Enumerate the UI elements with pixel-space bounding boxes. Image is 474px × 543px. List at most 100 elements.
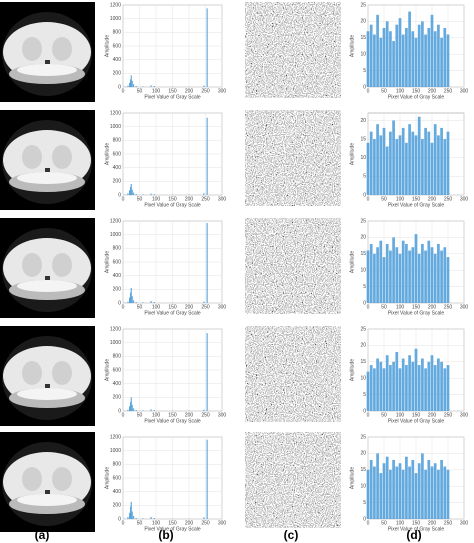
x-tick-label: 0 bbox=[122, 304, 125, 310]
bar bbox=[401, 469, 405, 519]
x-tick-label: 150 bbox=[168, 520, 177, 526]
x-tick-label: 150 bbox=[168, 196, 177, 202]
bar bbox=[392, 41, 395, 87]
panel-label: (c) bbox=[284, 528, 299, 542]
bar bbox=[203, 85, 205, 87]
x-axis-label: Pixel Value of Gray Scale bbox=[388, 94, 445, 100]
bar bbox=[131, 296, 133, 303]
bar bbox=[373, 139, 376, 195]
x-tick-label: 300 bbox=[460, 304, 469, 310]
bar bbox=[417, 463, 421, 519]
x-tick-label: 200 bbox=[185, 88, 194, 94]
bar bbox=[153, 85, 155, 87]
y-tick-label: 0 bbox=[118, 192, 121, 198]
x-axis-label: Pixel Value of Gray Scale bbox=[388, 202, 445, 208]
y-tick-label: 200 bbox=[113, 287, 122, 293]
bar bbox=[430, 247, 434, 303]
x-tick-label: 200 bbox=[428, 304, 437, 310]
bar bbox=[440, 459, 443, 519]
bar bbox=[401, 358, 405, 411]
x-tick-label: 100 bbox=[152, 88, 161, 94]
panel-label: (a) bbox=[35, 528, 50, 542]
bar bbox=[379, 135, 383, 195]
x-tick-label: 0 bbox=[367, 88, 370, 94]
y-tick-label: 400 bbox=[113, 381, 122, 387]
x-tick-label: 300 bbox=[460, 88, 469, 94]
bar bbox=[132, 408, 135, 411]
bar bbox=[408, 466, 411, 519]
bar bbox=[421, 453, 424, 519]
x-tick-label: 200 bbox=[185, 304, 194, 310]
x-tick-label: 50 bbox=[137, 412, 143, 418]
y-tick-label: 1200 bbox=[110, 326, 121, 332]
bar bbox=[414, 473, 418, 519]
bar bbox=[398, 463, 402, 519]
bar bbox=[427, 240, 431, 303]
bar bbox=[129, 512, 131, 519]
x-axis-label: Pixel Value of Gray Scale bbox=[144, 94, 201, 100]
x-tick-label: 100 bbox=[396, 520, 405, 526]
bar bbox=[373, 466, 376, 519]
bar bbox=[446, 257, 450, 303]
bar bbox=[385, 456, 389, 519]
bar bbox=[127, 193, 129, 195]
bar bbox=[203, 301, 205, 303]
bar bbox=[366, 469, 370, 519]
x-tick-label: 150 bbox=[412, 88, 421, 94]
bar bbox=[206, 117, 208, 195]
x-tick-label: 300 bbox=[218, 196, 227, 202]
x-tick-label: 200 bbox=[428, 520, 437, 526]
bar bbox=[430, 466, 434, 519]
y-tick-label: 10 bbox=[360, 268, 366, 274]
y-tick-label: 5 bbox=[363, 392, 366, 398]
x-axis-label: Pixel Value of Gray Scale bbox=[388, 310, 445, 316]
bar bbox=[203, 193, 205, 195]
y-tick-label: 20 bbox=[360, 451, 366, 457]
bar bbox=[401, 127, 405, 195]
y-tick-label: 5 bbox=[363, 284, 366, 290]
bar bbox=[373, 368, 376, 411]
y-tick-label: 600 bbox=[113, 259, 122, 265]
bar bbox=[135, 517, 137, 519]
bar bbox=[443, 27, 447, 87]
y-tick-label: 0 bbox=[363, 300, 366, 306]
x-tick-label: 100 bbox=[152, 520, 161, 526]
y-tick-label: 0 bbox=[118, 408, 121, 414]
x-tick-label: 300 bbox=[218, 304, 227, 310]
x-tick-label: 150 bbox=[412, 304, 421, 310]
y-axis-label: Amplitude bbox=[349, 143, 355, 165]
x-tick-label: 150 bbox=[412, 412, 421, 418]
bar bbox=[376, 14, 379, 88]
bar bbox=[421, 139, 424, 195]
bar bbox=[132, 84, 135, 87]
bar bbox=[129, 79, 132, 87]
y-tick-label: 15 bbox=[360, 251, 366, 257]
bar bbox=[421, 21, 424, 87]
bar bbox=[142, 194, 144, 195]
bar bbox=[366, 142, 370, 195]
bar bbox=[142, 302, 144, 303]
y-tick-label: 0 bbox=[118, 84, 121, 90]
x-tick-label: 0 bbox=[122, 520, 125, 526]
bar bbox=[135, 194, 137, 195]
bar bbox=[405, 142, 408, 195]
bar bbox=[421, 243, 424, 303]
y-tick-label: 20 bbox=[360, 19, 366, 25]
y-tick-label: 10 bbox=[360, 484, 366, 490]
x-tick-label: 300 bbox=[460, 520, 469, 526]
bar bbox=[369, 24, 373, 87]
bar bbox=[389, 131, 392, 195]
x-tick-label: 50 bbox=[381, 412, 387, 418]
y-tick-label: 1000 bbox=[110, 340, 121, 346]
x-tick-label: 50 bbox=[137, 88, 143, 94]
bar bbox=[129, 402, 132, 411]
bar bbox=[376, 453, 379, 519]
y-tick-label: 25 bbox=[360, 2, 366, 8]
bar bbox=[131, 404, 133, 411]
bar bbox=[129, 406, 131, 411]
noise-images bbox=[245, 2, 341, 528]
bar bbox=[153, 517, 155, 519]
bar bbox=[408, 11, 411, 88]
bar bbox=[392, 120, 395, 195]
bar bbox=[385, 355, 389, 411]
